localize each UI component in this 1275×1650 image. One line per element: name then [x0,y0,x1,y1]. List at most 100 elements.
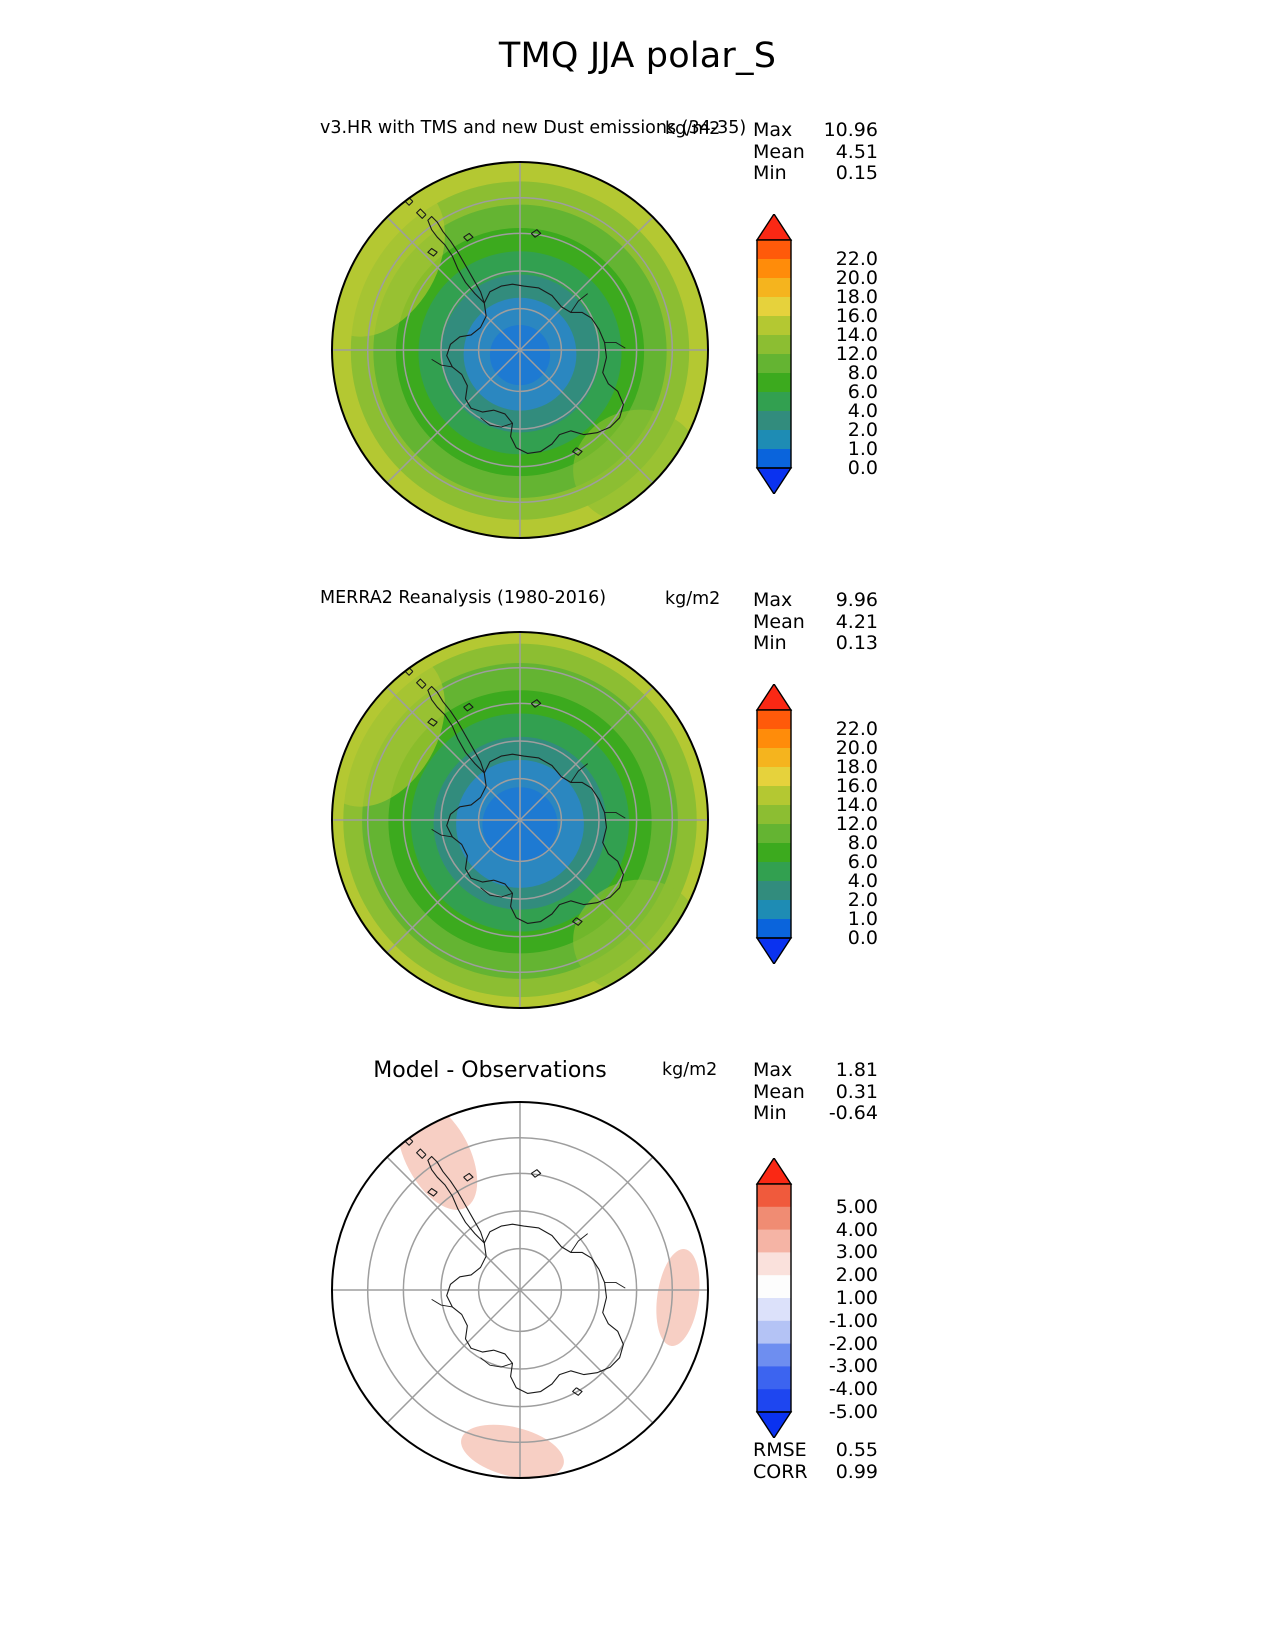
panel-model: v3.HR with TMS and new Dust emissions (3… [0,118,1275,568]
score-label: RMSE [753,1439,807,1461]
colorbar-tick-label: -2.00 [828,1332,878,1355]
coastline-path [427,717,438,727]
colorbar-tick-label: 2.0 [847,419,878,441]
colorbar-segment [757,919,791,939]
coastline-path [530,229,542,238]
meridian-line [386,686,654,954]
coastline-detail [431,1299,453,1308]
meridian-line [386,216,654,484]
coastline-path [427,1187,438,1197]
stat-label: Mean [753,140,805,163]
coastline-path [416,678,427,689]
polar-map-observations [320,620,720,1020]
colorbar-tick-label: 1.0 [847,908,878,930]
colorbar-segment [757,1366,791,1390]
coastline-path [572,1387,583,1396]
coastline-path [427,215,485,304]
stat-label: Max [753,589,793,611]
score-row: CORR 0.99 [753,1460,878,1484]
colorbar-segment [757,729,791,749]
colorbar-svg [755,1156,793,1440]
colorbar-tick-label: 22.0 [835,248,878,270]
stat-label: Max [753,119,793,141]
coastline-detail [480,887,513,898]
colorbar-under-arrow [755,467,793,496]
score-value: 0.99 [835,1460,878,1483]
colorbar-segment [757,805,791,825]
colorbar-tick-label: 5.00 [835,1195,878,1218]
colorbar-tick-label: 0.0 [847,457,878,479]
colorbar-tick-label: 4.0 [847,400,878,422]
colorbar-segment [757,240,791,260]
colorbar-segment [757,881,791,901]
stat-value: -0.64 [828,1102,878,1124]
colorbar-tick-label: 14.0 [835,794,878,816]
colorbar-segment [757,767,791,787]
colorbar-observations [751,682,797,966]
panel-model-header: v3.HR with TMS and new Dust emissions (3… [320,118,746,144]
panel-observations-header: MERRA2 Reanalysis (1980-2016) kg/m2 [320,588,740,614]
colorbar-svg [755,212,793,496]
colorbar-segment [757,786,791,806]
colorbar-tick-label: -1.00 [828,1309,878,1332]
panel-observations-units: kg/m2 [665,589,721,609]
panel-model-units: kg/m2 [665,119,721,139]
colorbar-outline [756,239,792,469]
colorbar-segment [757,335,791,355]
panel-difference-case-name: Model - Observations [373,1058,607,1083]
colorbar-difference-ticks: 5.00 4.00 3.00 2.00 1.00 -1.00 -2.00 -3.00 -4.00… [806,1158,886,1438]
panel-observations-case-name: MERRA2 Reanalysis (1980-2016) [320,588,607,608]
colorbar-segment [757,843,791,863]
colorbar-segment [757,411,791,431]
contour-field [397,1102,700,1478]
colorbar-tick-label: 0.0 [847,927,878,949]
difference-patch [397,1102,478,1210]
colorbar-segment [757,1275,791,1299]
stat-label: Mean [753,610,805,633]
colorbar-tick-label: -5.00 [828,1401,878,1423]
coastline-detail [480,417,513,428]
polar-projection-svg [331,631,709,1009]
colorbar-tick-label: 2.0 [847,889,878,911]
colorbar-segment [757,1229,791,1253]
polar-map-difference [320,1090,720,1490]
coastline-detail [604,812,626,819]
stat-value: 4.51 [835,140,878,163]
colorbar-tick-label: 8.0 [847,362,878,384]
colorbar-segment [757,316,791,336]
coastline-detail [570,1233,588,1253]
colorbar-difference [751,1156,797,1440]
colorbar-segment [757,1298,791,1322]
colorbar-segment [757,354,791,374]
coastline-path [463,702,474,712]
colorbar-tick-label: 20.0 [835,737,878,759]
stat-row: Min 0.15 [753,162,878,185]
stat-row: Max 1.81 [753,1059,878,1082]
colorbar-tick-label: 22.0 [835,718,878,740]
colorbar-over-arrow [755,212,793,241]
stat-row: Max 10.96 [753,119,878,142]
stat-row: Min 0.13 [753,632,878,655]
graticule [332,1102,708,1478]
colorbar-tick-label: 6.0 [847,851,878,873]
coastline-path [530,1169,542,1178]
colorbar-tick-label: -3.00 [828,1355,878,1378]
difference-patch [656,1249,700,1347]
colorbar-tick-label: 1.00 [835,1287,878,1309]
colorbar-segment [757,748,791,768]
colorbar-segment [757,1184,791,1208]
colorbar-outline [756,709,792,939]
stat-value: 4.21 [835,610,878,633]
colorbar-tick-label: 20.0 [835,267,878,289]
stat-row: Mean 4.21 [753,610,878,634]
colorbar-segment [757,710,791,730]
colorbar-model-ticks: 22.0 20.0 18.0 16.0 14.0 12.0 8.0 6.0 4.0 2.0 1.0 0… [806,214,886,494]
colorbar-segment [757,1252,791,1276]
coastline-path [463,1172,474,1182]
colorbar-segment [757,449,791,469]
stat-label: Min [753,632,787,654]
colorbar-segment [757,824,791,844]
stat-value: 9.96 [835,589,878,611]
coastline-detail [431,829,453,838]
colorbar-tick-label: 4.00 [835,1218,878,1241]
